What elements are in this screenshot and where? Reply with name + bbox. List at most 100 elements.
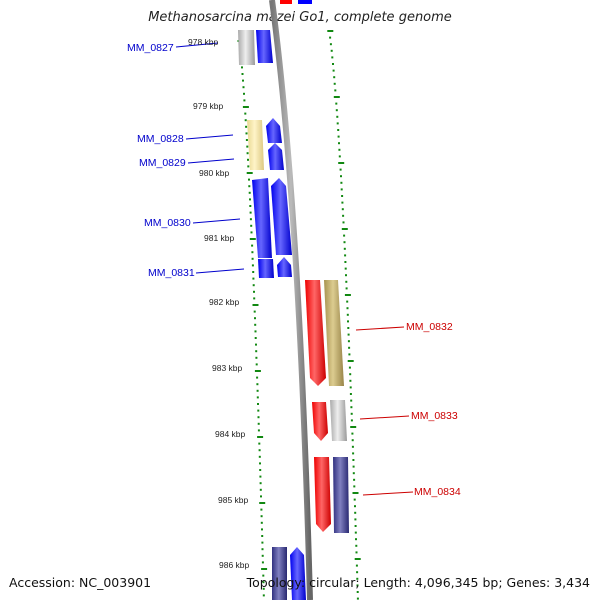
tick-label-983: 983 kbp [212, 363, 243, 373]
gene-shape [238, 30, 255, 65]
ruler-tick-right [356, 591, 359, 593]
ruler-tick-left [250, 231, 253, 234]
ruler-tick-right [333, 76, 336, 79]
ruler-tick-right [352, 452, 355, 455]
ruler-tick-right [336, 122, 339, 125]
ruler-tick-right [351, 445, 354, 448]
gene-MM_0830[interactable] [252, 178, 292, 258]
ruler-tick-left [256, 396, 259, 399]
ruler-tick-right [349, 393, 352, 395]
ruler-tick-left [257, 422, 260, 425]
ruler-tick-left [246, 172, 253, 174]
ruler-tick-left [245, 132, 248, 135]
ruler-tick-left [255, 356, 258, 359]
gene-partial-bottom-navy [272, 547, 287, 600]
gene-label-MM_0834[interactable]: MM_0834 [414, 486, 461, 498]
gene-label-MM_0831[interactable]: MM_0831 [148, 267, 195, 279]
gene-label-MM_0827[interactable]: MM_0827 [127, 42, 174, 54]
ruler-tick-left [257, 403, 259, 405]
label-line-MM_0834 [362, 491, 414, 496]
ruler-tick-left [249, 238, 256, 240]
ruler-tick-right [344, 267, 347, 270]
gene-label-MM_0833[interactable]: MM_0833 [411, 410, 458, 422]
ruler-tick-right [341, 228, 348, 230]
ruler-tick-right [338, 142, 340, 145]
ruler-tick-right [327, 30, 334, 32]
ruler-tick-right [345, 280, 348, 283]
ruler-tick-right [350, 419, 353, 422]
ruler-tick-right [338, 162, 345, 164]
ruler-tick-left [249, 198, 251, 201]
gene-label-MM_0828[interactable]: MM_0828 [137, 133, 184, 145]
ruler-tick-right [354, 505, 356, 508]
gene-MM_0829[interactable] [268, 143, 284, 170]
ruler-tick-right [347, 327, 350, 329]
label-line-MM_0830 [192, 218, 241, 224]
ruler-tick-left [253, 310, 256, 313]
ruler-tick-left [242, 86, 245, 89]
ruler-tick-right [352, 492, 359, 494]
ruler-tick-right [344, 261, 347, 263]
ruler-tick-left [259, 482, 262, 485]
gene-shape [305, 280, 326, 386]
ruler-tick-right [352, 465, 355, 468]
ruler-tick-right [337, 129, 340, 131]
ruler-tick-right [346, 313, 349, 316]
ruler-tick-right [329, 43, 332, 46]
ruler-tick-right [340, 175, 342, 178]
ruler-tick-left [247, 165, 250, 168]
ruler-tick-left [261, 561, 264, 564]
ruler-tick-right [329, 36, 332, 39]
gene-MM_0834[interactable] [314, 457, 349, 533]
gene-MM_0832[interactable] [305, 280, 344, 386]
ruler-tick-right [352, 459, 355, 461]
ruler-tick-left [247, 158, 249, 161]
ruler-tick-left [251, 264, 254, 267]
ruler-tick-right [351, 432, 354, 435]
gene-label-MM_0830[interactable]: MM_0830 [144, 217, 191, 229]
gene-MM_0831[interactable] [258, 257, 292, 278]
ruler-tick-right [353, 498, 356, 501]
gene-shape [277, 257, 292, 277]
ruler-tick-left [257, 416, 260, 419]
ruler-tick-left [252, 304, 259, 306]
ruler-tick-left [251, 251, 254, 254]
ruler-tick-left [254, 370, 261, 372]
ruler-tick-left [261, 568, 268, 570]
gene-label-MM_0832[interactable]: MM_0832 [406, 321, 453, 333]
ruler-tick-left [259, 462, 261, 465]
ruler-tick-right [354, 531, 357, 534]
ruler-tick-right [344, 254, 347, 257]
ruler-tick-left [258, 442, 261, 445]
label-line-MM_0827 [175, 42, 219, 48]
gene-MM_0827[interactable] [238, 30, 273, 65]
ruler-tick-right [343, 234, 346, 237]
label-line-MM_0831 [195, 268, 245, 274]
ruler-tick-right [355, 538, 357, 541]
gene-partial-top-red [280, 0, 292, 4]
genome-backbone [269, 0, 313, 600]
ruler-tick-left [246, 152, 249, 155]
ruler-tick-left [246, 145, 249, 148]
ruler-tick-right [349, 386, 352, 389]
ruler-tick-left [260, 515, 263, 518]
label-line-MM_0833 [359, 415, 410, 420]
ruler-tick-right [332, 69, 335, 72]
ruler-tick-right [338, 155, 341, 158]
ruler-tick-left [245, 139, 248, 141]
tick-label-986: 986 kbp [219, 560, 250, 570]
ruler-tick-right [343, 241, 346, 244]
ruler-tick-right [349, 379, 352, 382]
ruler-tick-left [255, 350, 258, 353]
gene-label-MM_0829[interactable]: MM_0829 [139, 157, 186, 169]
gene-MM_0828[interactable] [247, 118, 282, 170]
ruler-tick-left [254, 337, 257, 339]
ruler-tick-left [243, 99, 246, 102]
label-line-MM_0828 [185, 134, 234, 140]
gene-MM_0833[interactable] [312, 400, 347, 441]
gene-shape [312, 402, 328, 441]
ruler-tick-left [243, 92, 245, 95]
gene-shape [330, 400, 347, 441]
ruler-tick-left [261, 535, 264, 537]
